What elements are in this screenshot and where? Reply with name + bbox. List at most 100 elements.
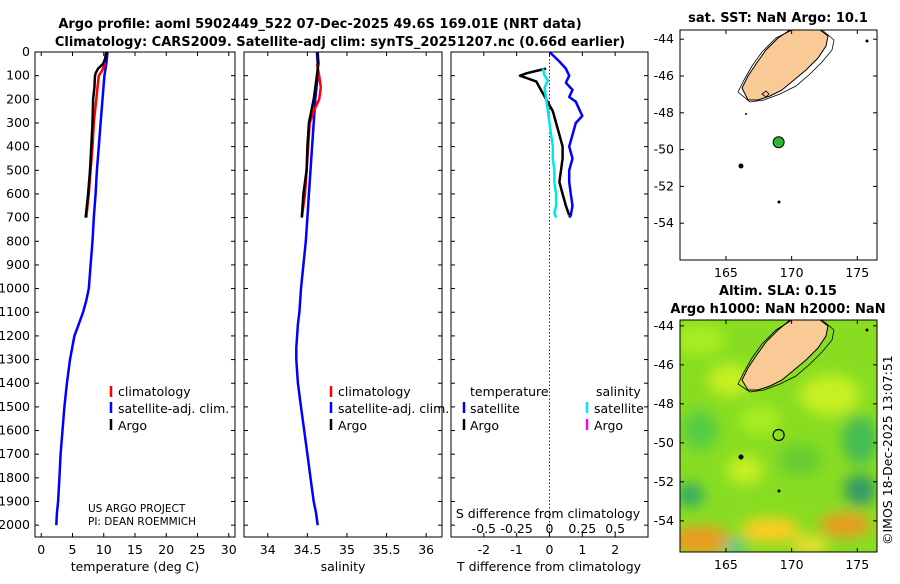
sst-lon-label: 165 [714,265,738,280]
sst-snares-islands [745,113,747,115]
sla-lat-label: -52 [654,474,674,489]
temp-xtick-label: 20 [158,542,174,557]
salinity-lines [295,51,323,526]
difference-xlabel: T difference from climatology [456,559,642,574]
sal-legend-satellite: satellite-adj. clim. [338,401,449,416]
depth-tick-label: 1900 [0,494,30,509]
s-diff-tick-label: -0.25 [500,521,532,536]
figure-title-line2: Climatology: CARS2009. Satellite-adj cli… [55,35,625,50]
temperature-xlabel: temperature (deg C) [71,559,200,574]
sla-map-title-line1: Altim. SLA: 0.15 [719,284,837,299]
s-diff-tick-label: -0.5 [472,521,496,536]
sst-auckland-islands [738,163,744,169]
depth-tick-label: 400 [6,139,30,154]
diff-series-satellite-s-diff [541,68,558,219]
sst-lat-label: -50 [654,142,674,157]
sal-series-argo [300,51,320,218]
depth-tick-label: 1400 [0,375,30,390]
sst-float-marker [772,136,785,149]
project-line2: PI: DEAN ROEMMICH [88,516,196,528]
s-diff-tick-label: 0.5 [605,521,625,536]
depth-tick-label: 500 [6,162,30,177]
sst-lon-label: 175 [845,265,869,280]
diff-series-satellite-t-diff [548,51,584,219]
depth-tick-label: 600 [6,186,30,201]
temp-series-argo [84,51,108,218]
sst-lat-label: -44 [654,31,674,46]
depth-tick-label: 1500 [0,399,30,414]
sst-lon-label: 170 [780,265,804,280]
temp-xtick-label: 15 [127,542,143,557]
sst-map-axes [679,29,878,261]
salinity-legend: climatology satellite-adj. clim. Argo [329,384,449,433]
diff-xtick-label: -1 [510,542,522,557]
diff-legend-t-argo: Argo [470,418,499,433]
sal-series-satellite-adj-clim- [295,51,319,526]
sla-field [680,326,877,552]
sla-lon-label: 170 [780,557,804,572]
depth-tick-label: 100 [6,68,30,83]
imos-credit: ©IMOS 18-Dec-2025 13:07:51 [880,355,895,545]
sla-lon-label: 165 [714,557,738,572]
temp-legend-argo: Argo [118,418,147,433]
temperature-lines [55,51,109,526]
depth-tick-label: 1100 [0,304,30,319]
sla-landmass [741,320,829,391]
depth-tick-label: 900 [6,257,30,272]
sla-map-body [680,320,877,552]
depth-tick-label: 1700 [0,446,30,461]
temp-xtick-label: 25 [190,542,206,557]
sla-map-ticks: 165 170 175 -44 -46 -48 -50 -52 -54 [654,318,877,572]
diff-legend-salinity-header: salinity [596,384,641,399]
sal-xtick-label: 34 [260,542,276,557]
salinity-axes [243,51,443,538]
depth-tick-label: 1200 [0,328,30,343]
depth-tick-label: 300 [6,115,30,130]
diff-xtick-label: 1 [578,542,586,557]
s-difference-ticks: -0.5 -0.25 0 0.25 0.5 [472,521,625,536]
sst-campbell-island [777,200,781,204]
sal-legend-argo: Argo [338,418,367,433]
depth-tick-label: 0 [22,44,30,59]
sla-lat-label: -48 [654,396,674,411]
diff-series-argo-t-diff [518,67,571,216]
sla-float-marker [772,428,785,442]
diff-xtick-label: 0 [546,542,554,557]
sal-xtick-label: 34.5 [293,542,321,557]
s-difference-label: S difference from climatology [456,506,641,521]
s-diff-tick-label: 0 [546,521,554,536]
diff-legend-s-argo: Argo [594,418,623,433]
depth-tick-label: 1000 [0,281,30,296]
sst-small-island [761,90,770,98]
sal-xtick-label: 36 [418,542,434,557]
sst-lat-label: -54 [654,215,674,230]
sla-map-title-line2: Argo h1000: NaN h2000: NaN [670,302,885,317]
temp-legend-satellite: satellite-adj. clim. [118,401,229,416]
depth-tick-label: 800 [6,233,30,248]
sst-lat-label: -48 [654,105,674,120]
temperature-ticks: 0100200300400500600700800900100011001200… [0,44,237,557]
sla-lat-label: -44 [654,318,674,333]
diff-legend-temperature-header: temperature [470,384,549,399]
temperature-axes [34,51,236,538]
difference-legend: temperature salinity satellite Argo sate… [462,384,644,433]
sla-campbell-island [777,489,781,493]
sla-lat-label: -54 [654,513,674,528]
salinity-ticks: 34 34.5 35 35.5 36 [244,51,442,557]
project-line1: US ARGO PROJECT [88,503,186,515]
sla-lat-label: -50 [654,435,674,450]
temp-legend-climatology: climatology [118,384,191,399]
diff-legend-t-satellite: satellite [470,401,520,416]
depth-tick-label: 2000 [0,517,30,532]
sst-lat-label: -52 [654,178,674,193]
sst-map-ticks: 165 170 175 -44 -46 -48 -50 -52 -54 [654,30,877,280]
sst-map-title: sat. SST: NaN Argo: 10.1 [688,11,868,26]
depth-tick-label: 700 [6,210,30,225]
temperature-legend: climatology satellite-adj. clim. Argo [109,384,229,433]
difference-ticks: -2 -1 0 1 2 [451,51,648,557]
sla-coastline-contour [737,320,835,393]
sal-xtick-label: 35 [339,542,355,557]
sal-legend-climatology: climatology [338,384,411,399]
diff-xtick-label: -2 [478,542,490,557]
